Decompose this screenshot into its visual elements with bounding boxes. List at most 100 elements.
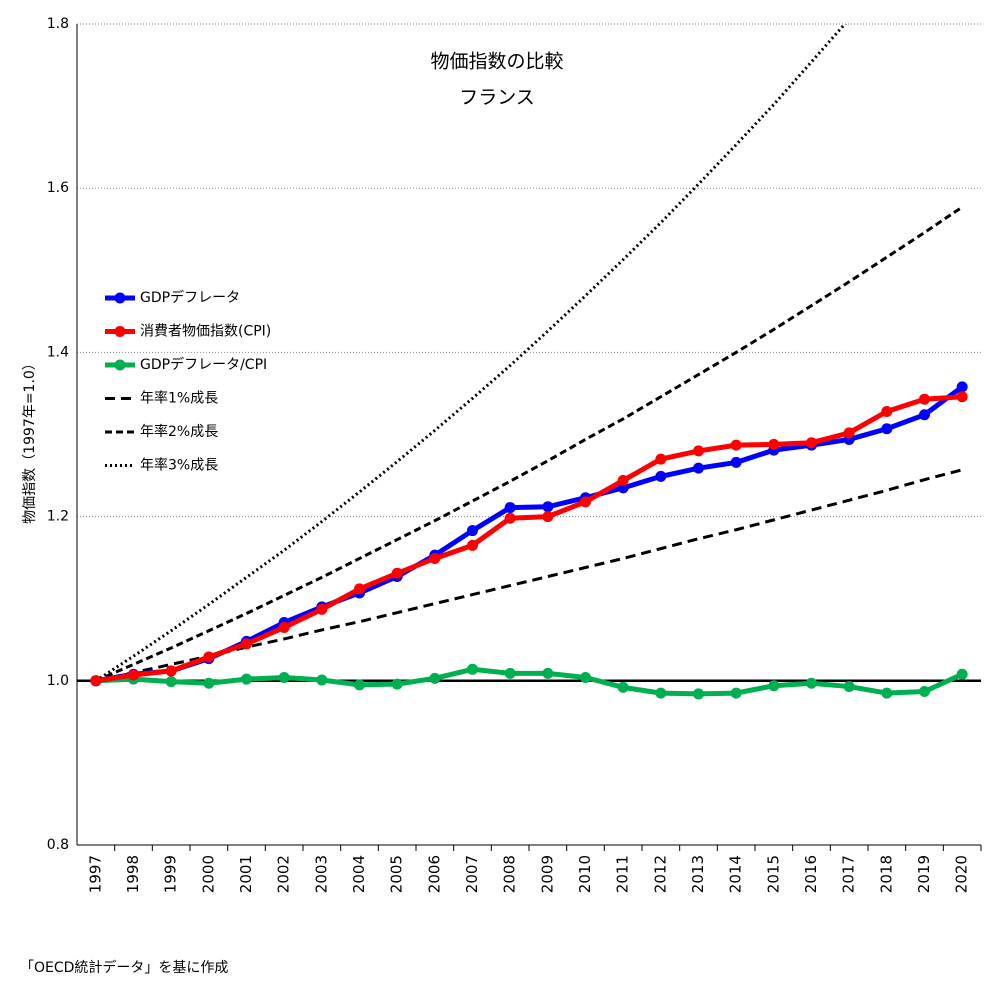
x-tick-label: 2018 (877, 855, 895, 893)
data-point (241, 638, 252, 650)
x-tick-label: 2008 (501, 855, 519, 893)
data-point (580, 496, 591, 508)
x-tick-label: 2014 (727, 855, 745, 893)
data-point (203, 677, 215, 689)
x-tick-label: 2015 (764, 855, 782, 893)
data-point (693, 445, 704, 457)
data-point (956, 668, 968, 680)
x-tick-label: 2001 (237, 855, 255, 893)
data-point (730, 456, 742, 468)
data-point (278, 621, 290, 633)
y-tick-label: 1.4 (47, 344, 69, 360)
data-point (693, 688, 704, 700)
data-point (316, 674, 328, 686)
x-tick-label: 2007 (463, 855, 481, 893)
data-point (730, 687, 742, 699)
x-tick-label: 2016 (802, 855, 820, 893)
data-point (617, 681, 629, 693)
series-line (95, 394, 963, 684)
data-point (843, 681, 855, 693)
x-tick-label: 2012 (651, 855, 669, 893)
x-tick-label: 2017 (840, 855, 858, 893)
x-tick-label: 2006 (425, 855, 443, 893)
plot-area (90, 24, 968, 700)
data-point (881, 687, 893, 699)
data-point (391, 567, 403, 579)
data-point (241, 673, 252, 685)
x-tick-label: 2002 (275, 855, 293, 893)
data-point (881, 423, 893, 435)
data-point (391, 678, 403, 690)
series-line (95, 384, 964, 684)
x-tick-label: 1999 (162, 855, 180, 893)
data-point (354, 679, 365, 691)
x-tick-label: 2004 (350, 855, 368, 893)
x-tick-label: 2000 (199, 855, 217, 893)
legend-label: 年率3%成長 (140, 457, 218, 474)
data-point (203, 651, 215, 663)
data-point (881, 406, 893, 418)
x-tick-label: 1998 (124, 855, 142, 893)
data-point (919, 393, 930, 405)
data-point (467, 539, 478, 551)
data-point (956, 381, 968, 393)
x-tick-label: 1997 (86, 855, 104, 893)
data-point (693, 462, 704, 474)
x-tick-label: 2003 (312, 855, 330, 893)
data-point (504, 667, 516, 679)
data-point (165, 665, 177, 677)
x-tick-label: 2005 (388, 855, 406, 893)
data-point (843, 427, 855, 439)
data-point (580, 672, 591, 684)
data-point (806, 677, 817, 689)
legend-label: 年率2%成長 (140, 423, 218, 440)
series-line (95, 24, 847, 683)
data-point (165, 676, 177, 688)
legend-label: GDPデフレータ/CPI (140, 356, 267, 373)
data-point (429, 552, 441, 564)
data-point (467, 663, 478, 675)
data-point (617, 474, 629, 486)
series-line (95, 666, 964, 697)
source-note: 「OECD統計データ」を基に作成 (20, 959, 228, 976)
data-point (655, 470, 667, 482)
legend-marker (114, 292, 126, 304)
data-point (730, 439, 742, 451)
legend-label: GDPデフレータ (140, 289, 240, 306)
x-tick-label: 2009 (538, 855, 556, 893)
data-point (278, 672, 290, 684)
y-axis-label: 物価指数（1997年=1.0） (22, 356, 38, 524)
chart-subtitle: フランス (459, 87, 535, 109)
data-point (919, 685, 930, 697)
x-tick-label: 2020 (953, 855, 971, 893)
data-point (354, 583, 365, 595)
y-tick-label: 1.0 (47, 673, 69, 689)
x-tick-label: 2010 (576, 855, 594, 893)
data-point (768, 680, 780, 692)
data-point (806, 437, 817, 449)
data-point (956, 391, 968, 403)
data-point (504, 512, 516, 524)
series-line (95, 205, 964, 683)
data-point (316, 603, 328, 615)
data-point (655, 453, 667, 465)
data-point (90, 675, 102, 687)
chart-title: 物価指数の比較 (430, 51, 563, 73)
data-point (504, 502, 516, 514)
legend-label: 年率1%成長 (140, 390, 218, 407)
y-tick-label: 1.2 (47, 509, 69, 525)
x-tick-label: 2019 (915, 855, 933, 893)
data-point (429, 672, 441, 684)
data-point (919, 409, 930, 421)
y-tick-label: 0.8 (47, 837, 69, 853)
x-tick-label: 2011 (614, 855, 632, 893)
data-point (542, 511, 554, 523)
data-point (467, 525, 478, 537)
x-tick-label: 2013 (689, 855, 707, 893)
data-point (768, 438, 780, 450)
y-tick-label: 1.8 (47, 16, 69, 32)
legend-marker (114, 326, 126, 337)
data-point (542, 501, 554, 513)
y-tick-label: 1.6 (47, 180, 69, 196)
data-point (655, 687, 667, 699)
